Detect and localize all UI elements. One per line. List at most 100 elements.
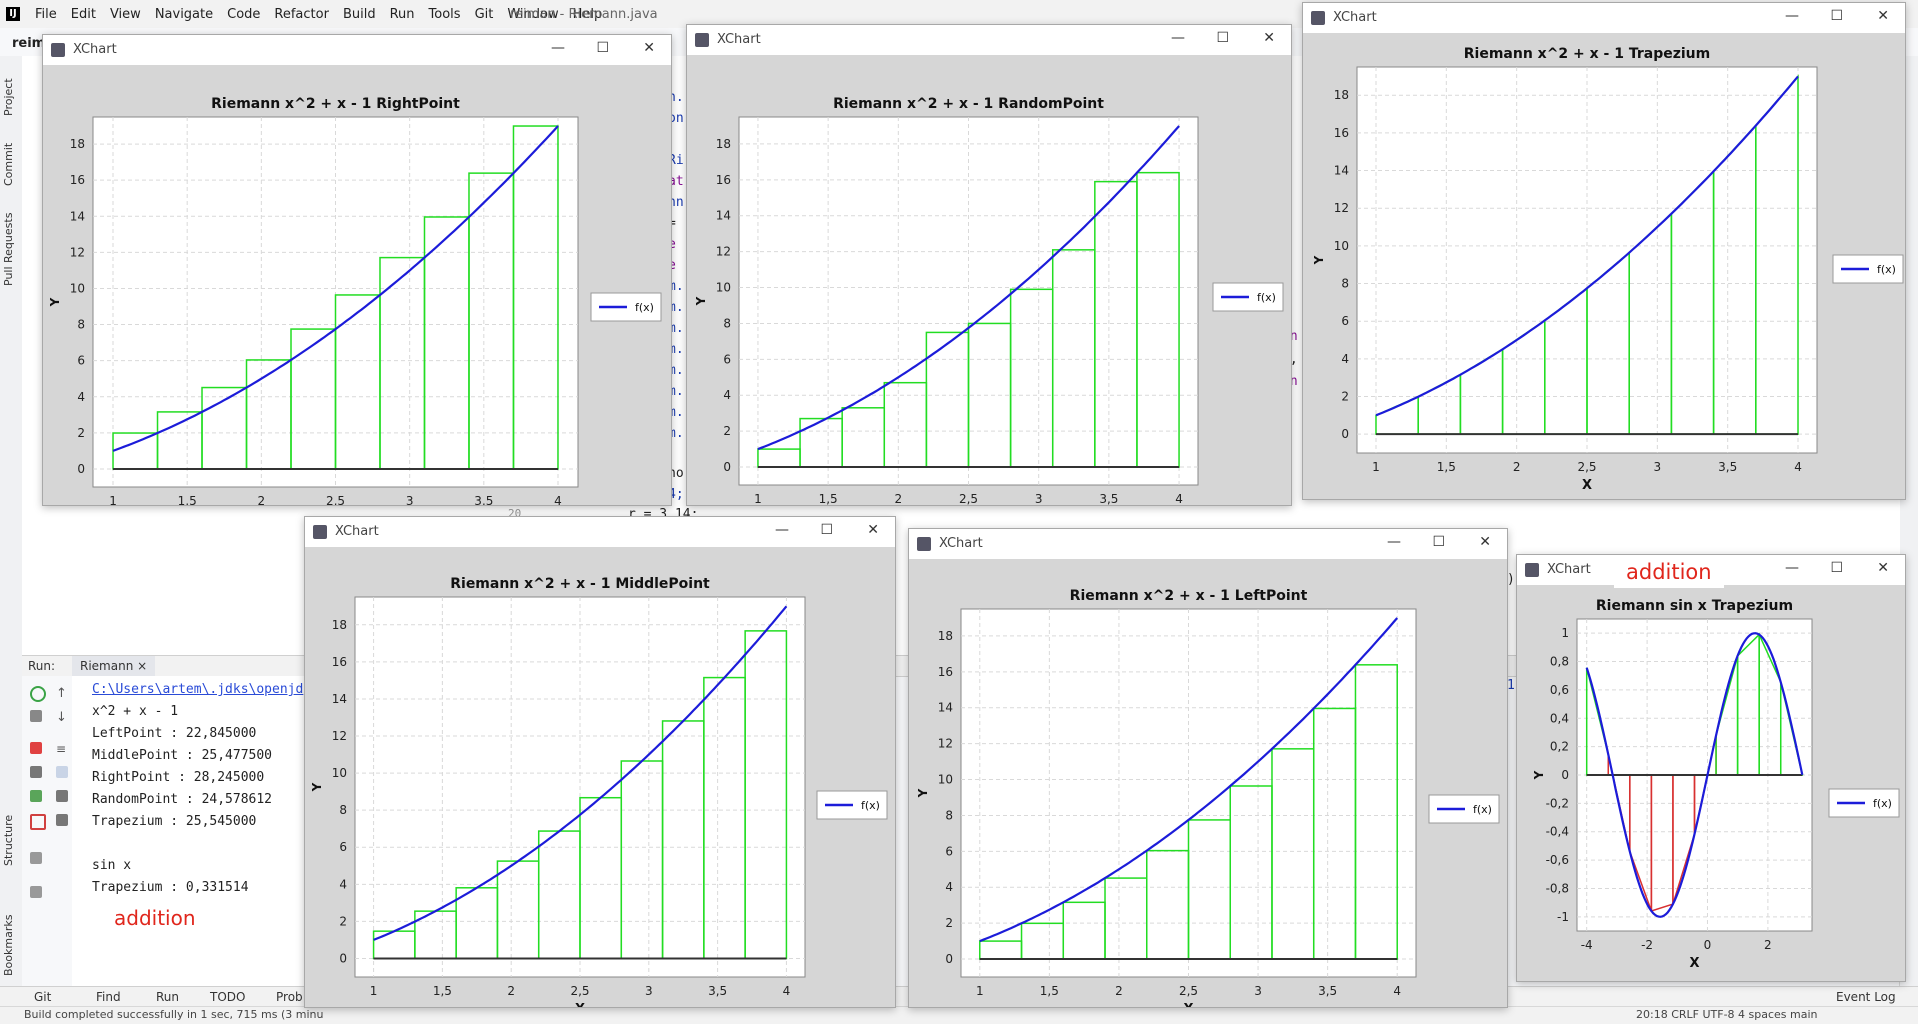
addition-overlay-label: addition: [1614, 556, 1724, 588]
xchart-window-randompoint[interactable]: XChart — ☐ ✕ Riemann x^2 + x - 1 RandomP…: [686, 24, 1292, 506]
run-label: Run:: [28, 659, 56, 673]
minimize-icon[interactable]: —: [1785, 560, 1799, 576]
menu-edit[interactable]: Edit: [70, 6, 96, 22]
xchart-window-leftpoint[interactable]: XChart — ☐ ✕ Riemann x^2 + x - 1 LeftPoi…: [908, 528, 1508, 1008]
close-icon[interactable]: ✕: [867, 522, 879, 538]
window-title: XChart: [1547, 562, 1591, 577]
console-addition-note: addition: [114, 906, 196, 930]
menu-file[interactable]: File: [35, 6, 57, 22]
layout-icon[interactable]: [30, 852, 42, 864]
x-tick-label: -4: [1581, 938, 1593, 952]
function-curve: [373, 605, 788, 941]
arrow-down-icon[interactable]: ↓: [56, 710, 67, 725]
soft-wrap-icon[interactable]: ≡: [56, 742, 67, 756]
close-icon[interactable]: ✕: [1877, 8, 1889, 24]
tab-run[interactable]: Run: [156, 990, 180, 1004]
tab-git[interactable]: Git: [34, 990, 52, 1004]
close-icon[interactable]: ✕: [1877, 560, 1889, 576]
xchart-window-sin-trapezium[interactable]: XChart — ☐ ✕ Riemann sin x Trapezium -1 -0…: [1516, 554, 1906, 982]
chart-title: Riemann sin x Trapezium: [1596, 598, 1793, 614]
y-tick-label: 1: [1561, 626, 1569, 640]
y-tick-label: 4: [723, 388, 731, 402]
wrench-icon[interactable]: [30, 710, 42, 722]
tab-find[interactable]: Find: [96, 990, 121, 1004]
x-axis-label: X: [575, 1002, 585, 1007]
tab-project[interactable]: Project: [2, 78, 15, 116]
close-icon[interactable]: ✕: [1263, 30, 1275, 46]
camera-icon[interactable]: [30, 766, 42, 778]
window-titlebar[interactable]: XChart — ☐ ✕: [305, 517, 895, 547]
tab-bookmarks[interactable]: Bookmarks: [2, 914, 15, 976]
y-tick-label: 14: [716, 209, 731, 223]
maximize-icon[interactable]: ☐: [820, 522, 833, 538]
close-icon[interactable]: ✕: [643, 40, 655, 56]
maximize-icon[interactable]: ☐: [1830, 8, 1843, 24]
y-tick-label: 0,2: [1550, 740, 1569, 754]
xchart-window-trapezium[interactable]: XChart — ☐ ✕ Riemann x^2 + x - 1 Trapezi…: [1302, 2, 1906, 500]
console-line: MiddlePoint : 25,477500: [92, 748, 273, 763]
xchart-window-middlepoint[interactable]: XChart — ☐ ✕ Riemann x^2 + x - 1 MiddleP…: [304, 516, 896, 1008]
console-line: sin x: [92, 858, 132, 873]
menu-window[interactable]: Window: [507, 6, 559, 22]
run-console[interactable]: C:\Users\artem\.jdks\openjd x^2 + x - 1 …: [72, 676, 312, 986]
x-tick-label: 2,5: [1577, 460, 1596, 474]
maximize-icon[interactable]: ☐: [1216, 30, 1229, 46]
window-titlebar[interactable]: XChart — ☐ ✕: [909, 529, 1507, 559]
java-app-icon: [917, 537, 931, 551]
y-tick-label: 18: [938, 629, 953, 643]
menu-code[interactable]: Code: [227, 6, 261, 22]
maximize-icon[interactable]: ☐: [596, 40, 609, 56]
rerun-icon[interactable]: [30, 686, 46, 702]
run-tab-riemann[interactable]: Riemann ×: [72, 656, 156, 676]
minimize-icon[interactable]: —: [1171, 30, 1185, 46]
java-app-icon: [313, 525, 327, 539]
menu-git[interactable]: Git: [474, 6, 494, 22]
x-tick-label: 3: [1035, 492, 1043, 505]
menu-view[interactable]: View: [109, 6, 141, 22]
minimize-icon[interactable]: —: [551, 40, 565, 56]
menu-tools[interactable]: Tools: [428, 6, 461, 22]
maximize-icon[interactable]: ☐: [1830, 560, 1843, 576]
arrow-up-icon[interactable]: ↑: [56, 686, 67, 701]
y-tick-label: 0,6: [1550, 683, 1569, 697]
trash-icon[interactable]: [56, 814, 68, 826]
tab-commit[interactable]: Commit: [2, 142, 15, 186]
scroll-to-end-icon[interactable]: [56, 766, 68, 778]
tab-structure[interactable]: Structure: [2, 814, 15, 866]
tab-todo[interactable]: TODO: [210, 990, 246, 1004]
x-tick-label: 2: [507, 984, 515, 998]
close-icon[interactable]: ✕: [1479, 534, 1491, 550]
minimize-icon[interactable]: —: [1785, 8, 1799, 24]
pin-icon[interactable]: [30, 886, 42, 898]
minimize-icon[interactable]: —: [775, 522, 789, 538]
print-icon[interactable]: [56, 790, 68, 802]
tab-problems[interactable]: Prob: [276, 990, 303, 1004]
event-log-button[interactable]: Event Log: [1836, 990, 1896, 1004]
exit-icon[interactable]: [30, 814, 46, 830]
window-titlebar[interactable]: XChart — ☐ ✕: [43, 35, 671, 65]
y-tick-label: 0,8: [1550, 655, 1569, 669]
maximize-icon[interactable]: ☐: [1432, 534, 1445, 550]
y-tick-label: -0,4: [1546, 825, 1569, 839]
x-tick-label: 1,5: [819, 492, 838, 505]
y-tick-label: 10: [1334, 239, 1349, 253]
minimize-icon[interactable]: —: [1387, 534, 1401, 550]
menu-refactor[interactable]: Refactor: [274, 6, 329, 22]
debug-icon[interactable]: [30, 790, 42, 802]
tab-pull-requests[interactable]: Pull Requests: [2, 212, 15, 286]
y-tick-label: 4: [339, 877, 347, 891]
xchart-window-rightpoint[interactable]: XChart — ☐ ✕ Riemann x^2 + x - 1 RightPo…: [42, 34, 672, 506]
y-tick-label: 0: [945, 952, 953, 966]
window-titlebar[interactable]: XChart — ☐ ✕: [687, 25, 1291, 55]
menu-build[interactable]: Build: [342, 6, 376, 22]
stop-icon[interactable]: [30, 742, 42, 754]
menu-run[interactable]: Run: [389, 6, 415, 22]
console-line-path[interactable]: C:\Users\artem\.jdks\openjd: [92, 682, 304, 697]
window-titlebar[interactable]: XChart — ☐ ✕: [1303, 3, 1905, 33]
code-fragment: 1: [1507, 678, 1515, 693]
window-title: XChart: [717, 32, 761, 47]
menu-help[interactable]: Help: [572, 6, 603, 22]
java-app-icon: [695, 33, 709, 47]
y-tick-label: 14: [332, 692, 347, 706]
menu-navigate[interactable]: Navigate: [154, 6, 214, 22]
